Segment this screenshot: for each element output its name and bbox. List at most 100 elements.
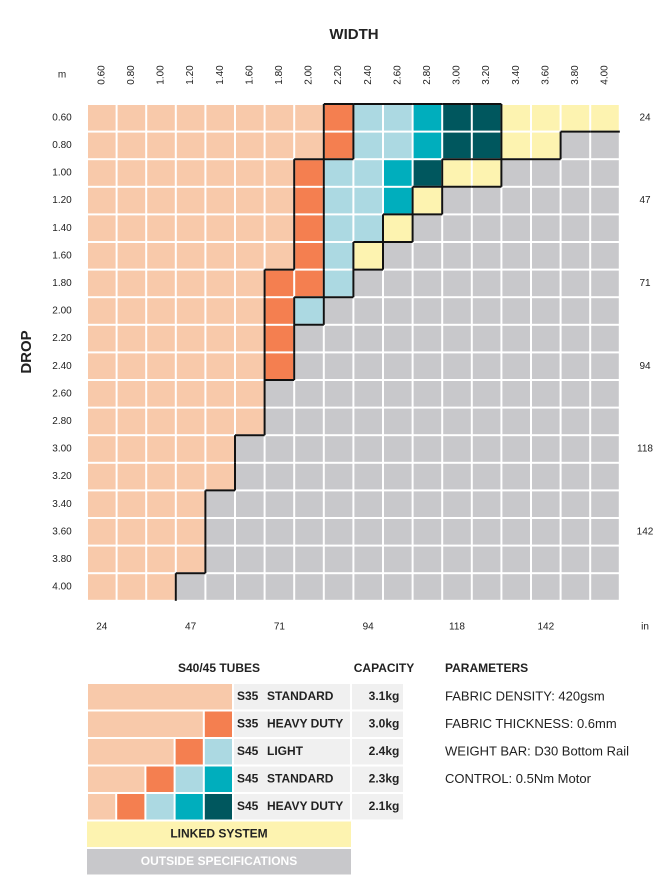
cell [561, 243, 590, 269]
cell [472, 187, 501, 214]
cell [88, 160, 116, 186]
drop-label: 2.40 [52, 361, 72, 372]
cell [236, 132, 264, 159]
cell [532, 574, 560, 600]
cell [265, 270, 294, 297]
cell [354, 491, 382, 517]
cell [591, 574, 619, 600]
cell [413, 436, 442, 462]
legend-title: S40/45 TUBES [178, 661, 260, 675]
cell [354, 187, 382, 214]
cell [561, 381, 590, 407]
cell [147, 105, 175, 131]
cell [354, 215, 382, 241]
cell [206, 270, 234, 297]
cell [413, 325, 442, 352]
cell [472, 132, 501, 159]
cell [443, 215, 471, 241]
cell [384, 491, 412, 517]
capacity: 2.4kg [369, 744, 400, 758]
cell [591, 463, 619, 490]
parameter: WEIGHT BAR: D30 Bottom Rail [445, 743, 629, 758]
width-label: 3.00 [452, 65, 463, 85]
tube: S45 [237, 744, 259, 758]
cell [443, 325, 471, 352]
cell [147, 215, 175, 241]
cell [147, 574, 175, 600]
drop-label: 2.80 [52, 416, 72, 427]
cell [147, 463, 175, 490]
cell [147, 546, 175, 573]
cell [413, 187, 442, 214]
inch-label: 118 [637, 444, 653, 455]
cell [502, 187, 530, 214]
cell [117, 381, 146, 407]
cell [236, 519, 264, 545]
parameter: FABRIC DENSITY: 420gsm [445, 688, 605, 703]
cell [502, 574, 530, 600]
cell [236, 436, 264, 462]
cell [561, 160, 590, 186]
cell [147, 298, 175, 324]
cell [206, 353, 234, 379]
drop-label: 3.20 [52, 471, 72, 482]
cell [265, 463, 294, 490]
cell [295, 546, 323, 573]
cell [443, 546, 471, 573]
label-bg [352, 684, 403, 710]
width-label: 4.00 [600, 65, 611, 85]
drop-title: DROP [18, 330, 35, 373]
cell [354, 160, 382, 186]
cell [324, 160, 353, 186]
tube: S35 [237, 716, 259, 730]
cell [502, 132, 530, 159]
cell [354, 519, 382, 545]
cell [561, 105, 590, 131]
cell [502, 546, 530, 573]
cell [324, 381, 353, 407]
cell [147, 408, 175, 435]
cell [561, 408, 590, 435]
cell [206, 325, 234, 352]
cell [295, 463, 323, 490]
cell [88, 519, 116, 545]
drop-label: 3.40 [52, 499, 72, 510]
cell [265, 160, 294, 186]
cell [295, 408, 323, 435]
label-bg [352, 739, 403, 765]
cell [591, 160, 619, 186]
cell [176, 574, 205, 600]
cell [591, 436, 619, 462]
cell [413, 215, 442, 241]
cell [443, 353, 471, 379]
cell [591, 353, 619, 379]
cell [413, 132, 442, 159]
cell [443, 574, 471, 600]
cell [236, 243, 264, 269]
cell [88, 270, 116, 297]
cell [472, 436, 501, 462]
cell [147, 353, 175, 379]
inch-label: 24 [96, 622, 108, 633]
cell [384, 519, 412, 545]
cell [176, 546, 205, 573]
cell [265, 298, 294, 324]
cell [117, 105, 146, 131]
cell [265, 243, 294, 269]
width-label: 1.40 [215, 65, 226, 85]
width-label: 3.80 [570, 65, 581, 85]
cell [295, 381, 323, 407]
cell [117, 132, 146, 159]
swatch [175, 739, 203, 765]
cell [502, 353, 530, 379]
swatch [146, 794, 174, 820]
cell [502, 381, 530, 407]
cell [324, 270, 353, 297]
cell [472, 463, 501, 490]
cell [176, 243, 205, 269]
cell [591, 325, 619, 352]
cell [384, 160, 412, 186]
cell [472, 215, 501, 241]
cell [206, 160, 234, 186]
cell [561, 463, 590, 490]
